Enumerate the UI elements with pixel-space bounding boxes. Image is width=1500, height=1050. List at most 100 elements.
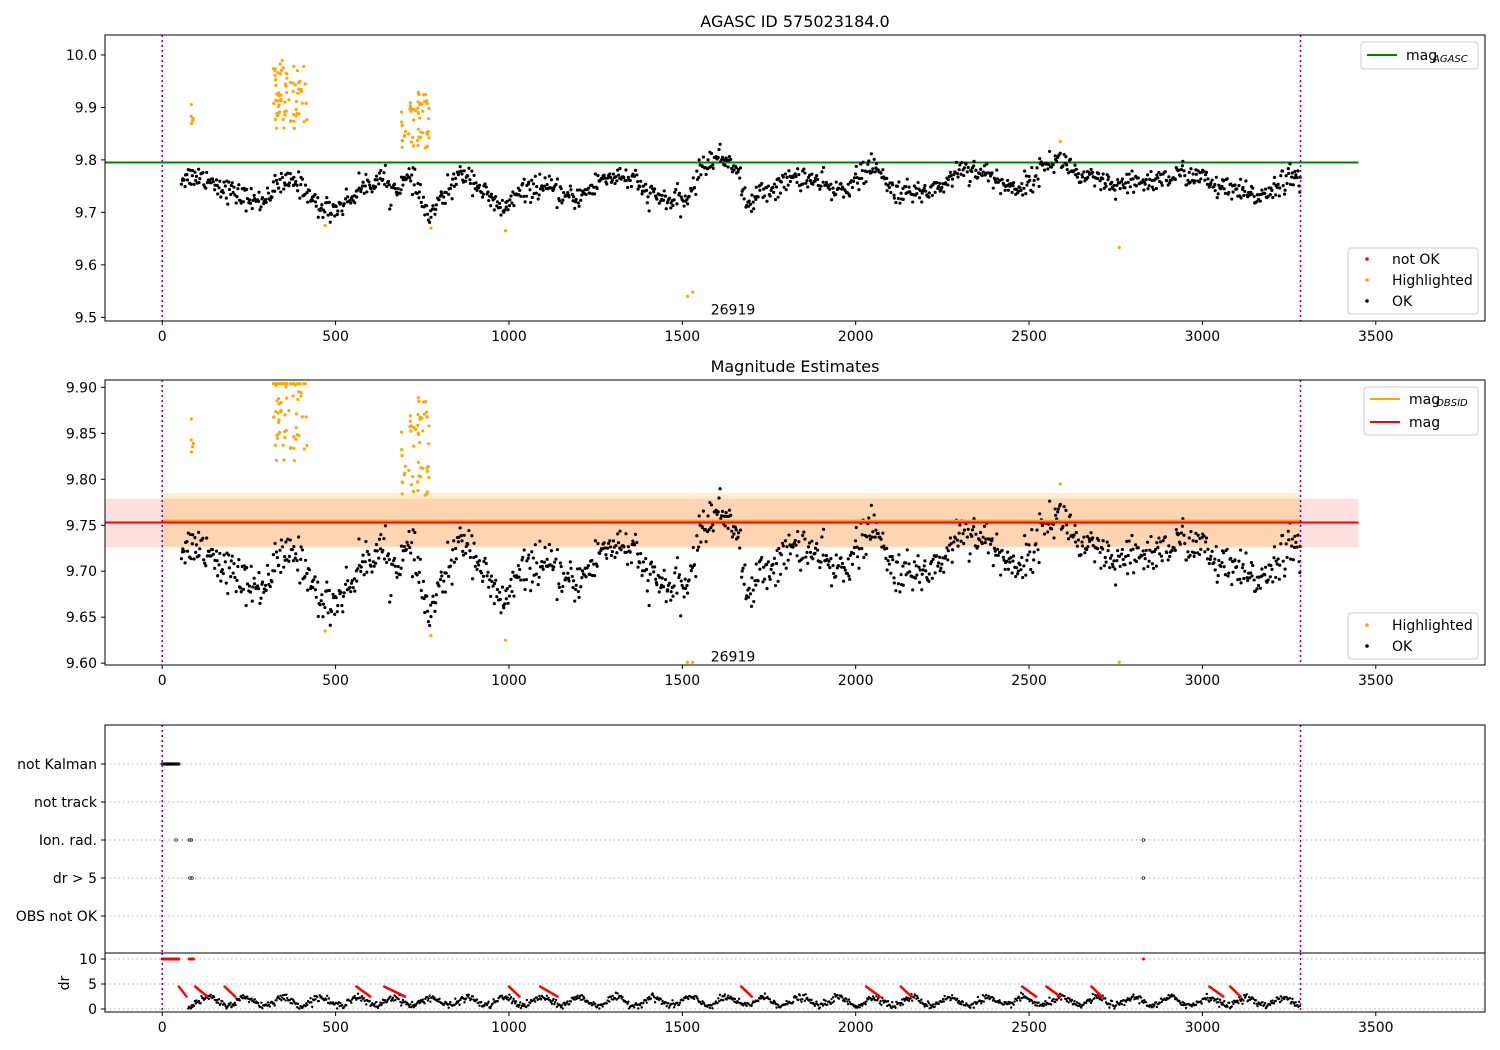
dr-point — [1291, 997, 1294, 1001]
ok-point — [596, 541, 600, 546]
ok-point — [685, 591, 690, 595]
dr-point — [1048, 996, 1051, 999]
ok-point — [472, 541, 476, 545]
dr-point — [1136, 997, 1139, 1000]
ok-point — [1130, 169, 1134, 173]
dr-point — [1052, 997, 1055, 1001]
dr-point — [1097, 995, 1100, 998]
ok-point — [1160, 559, 1164, 563]
ok-point — [374, 174, 379, 178]
ok-point — [341, 594, 346, 598]
ok-point — [950, 184, 954, 188]
highlighted-point — [281, 443, 285, 447]
ok-point — [297, 170, 301, 174]
ok-point — [996, 547, 1000, 551]
ok-point — [842, 579, 846, 583]
ok-point — [1288, 162, 1292, 166]
dr-point — [857, 1003, 861, 1007]
highlighted-point — [279, 68, 284, 72]
ok-point — [537, 193, 541, 197]
ok-point — [566, 571, 570, 575]
dr-point — [1263, 1001, 1267, 1005]
ok-point — [1239, 548, 1243, 552]
ok-point — [1275, 562, 1279, 566]
ok-point — [197, 167, 201, 171]
dr-point — [365, 1003, 368, 1006]
ok-point — [454, 176, 458, 181]
dr-point — [1199, 1000, 1203, 1003]
dr-point — [915, 994, 919, 998]
ok-point — [645, 201, 649, 205]
ok-point — [950, 560, 954, 564]
ok-point — [1056, 510, 1060, 514]
ok-point — [799, 189, 803, 193]
dr-point — [1079, 1003, 1082, 1006]
ok-point — [294, 179, 298, 184]
ok-point — [829, 557, 833, 561]
highlighted-point — [277, 402, 281, 406]
ok-point — [428, 220, 432, 224]
ok-point — [961, 532, 965, 536]
ok-point — [1051, 522, 1055, 526]
ok-point — [441, 590, 445, 594]
dr-flagged-point — [518, 995, 521, 998]
ok-point — [1036, 548, 1040, 552]
ok-point — [1283, 567, 1287, 571]
ok-point — [363, 184, 367, 188]
ok-point — [464, 179, 468, 183]
ok-point — [489, 192, 494, 196]
dr-point — [824, 999, 827, 1003]
highlighted-point — [284, 385, 288, 389]
ok-point — [970, 534, 974, 538]
ok-point — [349, 581, 354, 585]
dr-point — [907, 999, 911, 1003]
ok-point — [701, 509, 705, 513]
ok-point — [412, 183, 416, 187]
ok-point — [1037, 184, 1041, 189]
ok-point — [606, 541, 611, 545]
highlighted-point — [400, 139, 405, 143]
ok-point — [1101, 177, 1105, 181]
ok-point — [772, 556, 777, 561]
highlighted-point — [291, 112, 296, 117]
ok-point — [1110, 553, 1114, 558]
ok-point — [1221, 551, 1226, 555]
ok-point — [938, 555, 942, 559]
ok-point — [762, 565, 766, 569]
ok-point — [771, 562, 775, 566]
dr-point — [1221, 1001, 1224, 1005]
dr-point — [1042, 1004, 1045, 1008]
y-tick-label: 9.60 — [66, 656, 97, 672]
ok-point — [377, 171, 382, 175]
ok-point — [271, 552, 276, 557]
dr-point — [568, 1002, 571, 1006]
ok-point — [704, 172, 708, 177]
ok-point — [657, 590, 661, 594]
ok-point — [498, 590, 502, 594]
ok-point — [662, 189, 666, 193]
ok-point — [653, 187, 657, 191]
ok-point — [1188, 553, 1192, 558]
ok-point — [417, 570, 421, 574]
ok-point — [405, 540, 409, 544]
dr-point — [1153, 1003, 1156, 1007]
ok-point — [726, 165, 730, 169]
ok-point — [957, 168, 961, 172]
ok-point — [359, 189, 363, 194]
ok-point — [1022, 186, 1026, 190]
highlighted-point — [271, 382, 276, 386]
ok-point — [1032, 550, 1036, 554]
ok-point — [904, 185, 908, 189]
ok-point — [1165, 551, 1169, 555]
ok-point — [416, 555, 420, 559]
ok-point — [487, 585, 491, 589]
ok-point — [203, 561, 207, 565]
y-tick-label: 10 — [79, 952, 97, 968]
dr-point — [268, 1005, 271, 1008]
ok-point — [1213, 182, 1217, 187]
ok-point — [605, 556, 609, 560]
ok-point — [413, 530, 417, 535]
ok-point — [683, 577, 687, 581]
dr-point — [1118, 1003, 1121, 1006]
ok-point — [1196, 533, 1200, 537]
